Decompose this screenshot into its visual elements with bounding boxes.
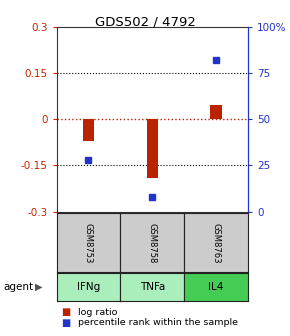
Text: agent: agent (3, 282, 33, 292)
Text: GDS502 / 4792: GDS502 / 4792 (95, 15, 195, 28)
Text: ▶: ▶ (35, 282, 43, 292)
Text: ■: ■ (61, 307, 70, 318)
Text: TNFa: TNFa (139, 282, 165, 292)
Text: GSM8758: GSM8758 (148, 222, 157, 263)
Bar (210, 106, 222, 119)
Text: percentile rank within the sample: percentile rank within the sample (78, 318, 238, 327)
Text: GSM8763: GSM8763 (211, 222, 221, 263)
Bar (83, 119, 94, 141)
Text: log ratio: log ratio (78, 308, 118, 317)
Text: ■: ■ (61, 318, 70, 328)
Bar (146, 119, 158, 178)
Text: GSM8753: GSM8753 (84, 222, 93, 263)
Text: IL4: IL4 (208, 282, 224, 292)
Text: IFNg: IFNg (77, 282, 100, 292)
